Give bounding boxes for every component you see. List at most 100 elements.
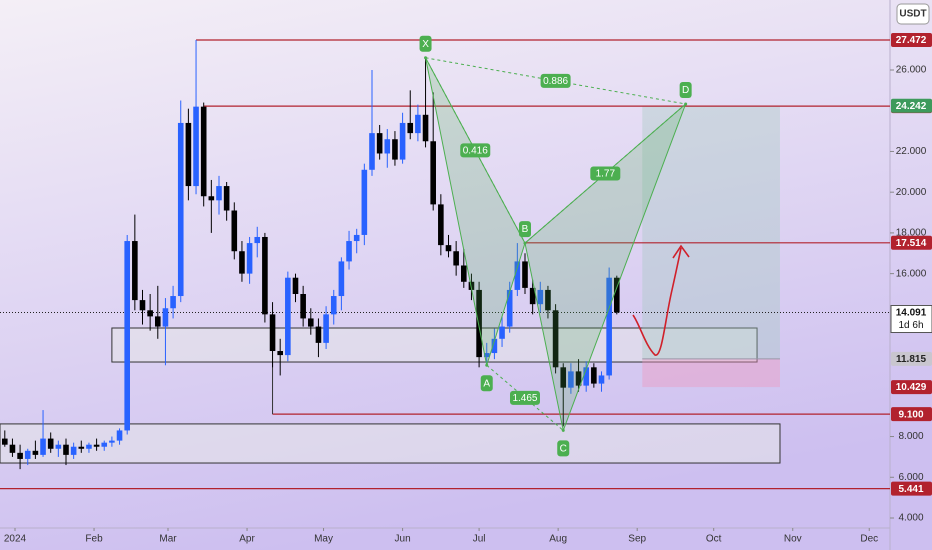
- y-tick-label: 26.000: [896, 65, 927, 76]
- candle-body: [353, 234, 360, 242]
- point-label: X: [422, 39, 429, 50]
- candle-body: [307, 318, 314, 327]
- candle-body: [269, 314, 276, 352]
- last-price-box: [890, 305, 932, 334]
- level-label: 5.441: [898, 484, 923, 495]
- stop-area: [642, 358, 780, 388]
- candle-body: [330, 296, 337, 315]
- candle-body: [552, 310, 559, 368]
- candle-body: [223, 186, 230, 211]
- candle-body: [376, 133, 383, 154]
- candle-body: [560, 367, 567, 388]
- candle-body: [132, 241, 138, 301]
- candle-body: [315, 326, 322, 343]
- candle-body: [139, 300, 146, 311]
- point-box: [480, 375, 493, 392]
- candle-body: [514, 261, 521, 290]
- candle-body: [292, 277, 299, 294]
- candle-body: [70, 446, 77, 455]
- candle-body: [208, 196, 215, 201]
- candle-body: [40, 438, 46, 455]
- point-box: [419, 35, 432, 52]
- candle-body: [1, 438, 8, 445]
- candle-body: [32, 450, 39, 455]
- ratio-box: [590, 166, 621, 181]
- last-price-label: 14.091: [896, 308, 927, 319]
- level-label-box: [891, 235, 932, 250]
- y-tick-label: 18.000: [896, 228, 927, 239]
- candle-body: [86, 444, 92, 449]
- candle-body: [200, 106, 207, 197]
- candle-body: [154, 316, 161, 327]
- candle-body: [422, 114, 429, 142]
- candle-body: [147, 310, 153, 317]
- currency: USDT: [899, 9, 926, 20]
- candle-body: [177, 122, 184, 297]
- candle-body: [483, 353, 490, 358]
- candle-body: [262, 236, 268, 315]
- x-tick-label: Jul: [473, 534, 486, 545]
- stop-label-box: [891, 380, 932, 395]
- candle-body: [193, 106, 199, 187]
- currency-box: [896, 3, 930, 25]
- pattern-point: [485, 363, 489, 367]
- y-tick-label: 8.000: [898, 431, 923, 442]
- candle-body: [529, 287, 536, 305]
- level-label-box: [891, 481, 932, 496]
- x-tick-label: Oct: [706, 534, 722, 545]
- y-tick-label: 16.000: [896, 268, 927, 279]
- zone: [0, 423, 781, 464]
- candle-body: [254, 236, 261, 244]
- x-tick-label: Apr: [239, 534, 255, 545]
- level-label-box: [891, 33, 932, 48]
- pattern-point: [523, 241, 527, 245]
- candle-body: [185, 122, 192, 187]
- x-tick-label: Sep: [628, 534, 646, 545]
- x-tick-label: Jun: [395, 534, 411, 545]
- candle-body: [101, 442, 108, 447]
- pattern-point: [561, 428, 565, 432]
- point-label: B: [522, 224, 529, 235]
- candle-body: [9, 444, 16, 453]
- target-label-box: [891, 98, 932, 113]
- arrow: [632, 244, 690, 356]
- candle-body: [285, 277, 291, 356]
- candle-body: [55, 444, 62, 449]
- candle-body: [537, 289, 544, 305]
- candle-body: [453, 251, 459, 266]
- entry-label: 11.815: [896, 354, 926, 365]
- entry-label-box: [891, 351, 932, 366]
- point-label: C: [560, 444, 567, 455]
- countdown: 1d 6h: [898, 320, 923, 331]
- y-tick-label: 4.000: [898, 513, 923, 524]
- pattern-point: [684, 102, 688, 106]
- candle-body: [407, 122, 414, 134]
- candle-body: [460, 265, 467, 282]
- candle-body: [575, 371, 582, 386]
- ratio-line: [425, 57, 526, 244]
- candle-body: [338, 261, 345, 297]
- candle-body: [323, 314, 329, 343]
- candle-body: [116, 430, 123, 441]
- candle-body: [277, 351, 283, 356]
- x-tick-label: Mar: [159, 534, 177, 545]
- ratio-label: 0.416: [463, 146, 488, 157]
- candle-body: [170, 296, 176, 309]
- stop-label: 10.429: [896, 382, 927, 393]
- candle-body: [392, 139, 398, 160]
- candle-body: [568, 371, 574, 388]
- candle-body: [369, 133, 375, 170]
- point-box: [679, 81, 692, 98]
- candle-body: [47, 438, 54, 449]
- ratio-box: [509, 390, 540, 405]
- candle-body: [598, 375, 605, 384]
- y-tick-label: 20.000: [896, 187, 927, 198]
- pattern-point: [424, 56, 428, 60]
- candle-body: [583, 367, 589, 386]
- candle-body: [445, 245, 452, 252]
- candle-body: [231, 210, 238, 252]
- candle-body: [499, 326, 505, 339]
- candle-body: [17, 452, 23, 459]
